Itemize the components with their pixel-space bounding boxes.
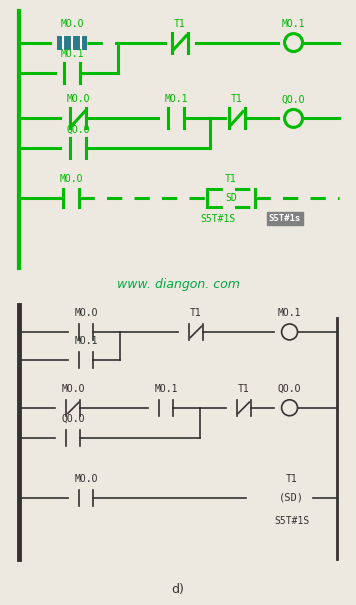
Text: MO.O: MO.O — [61, 19, 84, 28]
Text: QO.O: QO.O — [62, 414, 85, 424]
Text: d): d) — [172, 583, 184, 596]
Text: S5T#1S: S5T#1S — [274, 515, 309, 526]
Text: www. diangon. com: www. diangon. com — [116, 278, 240, 290]
Text: T1: T1 — [174, 19, 186, 28]
Text: T1: T1 — [190, 308, 202, 318]
Text: MO.1: MO.1 — [75, 336, 98, 346]
Text: QO.O: QO.O — [282, 94, 305, 105]
Text: T1: T1 — [231, 94, 243, 105]
Text: T1: T1 — [286, 474, 297, 483]
Text: MO.1: MO.1 — [164, 94, 188, 105]
Text: SD: SD — [225, 193, 237, 203]
Text: MO.O: MO.O — [75, 308, 98, 318]
Text: QO.O: QO.O — [67, 125, 90, 134]
Text: MO.1: MO.1 — [154, 384, 178, 394]
Text: MO.1: MO.1 — [278, 308, 301, 318]
Text: MO.1: MO.1 — [282, 19, 305, 28]
Text: MO.O: MO.O — [67, 94, 90, 105]
Text: T1: T1 — [238, 384, 250, 394]
Text: QO.O: QO.O — [278, 384, 301, 394]
Text: MO.O: MO.O — [62, 384, 85, 394]
Text: MO.O: MO.O — [75, 474, 98, 483]
Text: (SD): (SD) — [279, 492, 304, 503]
Text: MO.1: MO.1 — [61, 48, 84, 59]
Text: MO.O: MO.O — [60, 174, 83, 185]
Text: S5T#1s: S5T#1s — [268, 214, 301, 223]
Text: T1: T1 — [225, 174, 237, 185]
Bar — [57, 36, 87, 50]
Text: S5T#1S: S5T#1S — [200, 214, 235, 224]
